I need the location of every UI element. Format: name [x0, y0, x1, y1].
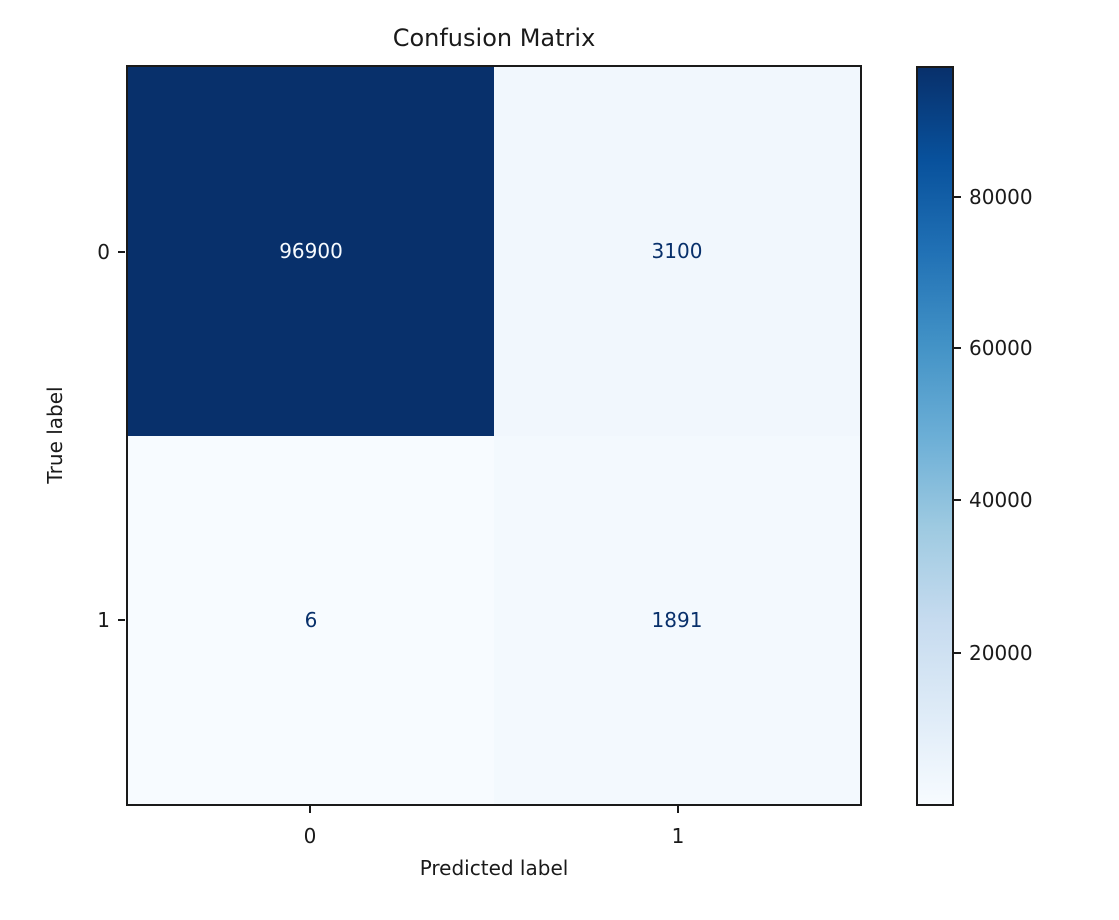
y-tick-mark-0	[118, 251, 125, 253]
colorbar-tick-label-80000: 80000	[969, 185, 1033, 209]
colorbar-tick-mark-40000	[954, 499, 961, 501]
colorbar-tick-mark-80000	[954, 196, 961, 198]
colorbar	[916, 66, 954, 806]
colorbar-tick-mark-20000	[954, 652, 961, 654]
y-tick-mark-1	[118, 619, 125, 621]
y-tick-label-1: 1	[97, 608, 110, 632]
matrix-cell-true0-pred1: 3100	[494, 67, 860, 436]
x-tick-mark-0	[309, 806, 311, 813]
colorbar-tick-label-20000: 20000	[969, 641, 1033, 665]
x-tick-mark-1	[677, 806, 679, 813]
x-tick-label-0: 0	[303, 824, 317, 848]
x-tick-label-1: 1	[671, 824, 685, 848]
heatmap-plot-area: 96900 3100 6 1891	[126, 65, 862, 806]
y-tick-label-0: 0	[97, 240, 110, 264]
colorbar-tick-mark-60000	[954, 347, 961, 349]
matrix-cell-true1-pred1: 1891	[494, 435, 860, 804]
chart-title: Confusion Matrix	[392, 24, 596, 52]
colorbar-tick-label-60000: 60000	[969, 336, 1033, 360]
y-axis-label: True label	[43, 386, 67, 484]
matrix-cell-true0-pred0: 96900	[128, 67, 494, 436]
matrix-cell-true1-pred0: 6	[128, 435, 494, 804]
x-axis-label: Predicted label	[419, 856, 569, 880]
colorbar-tick-label-40000: 40000	[969, 488, 1033, 512]
